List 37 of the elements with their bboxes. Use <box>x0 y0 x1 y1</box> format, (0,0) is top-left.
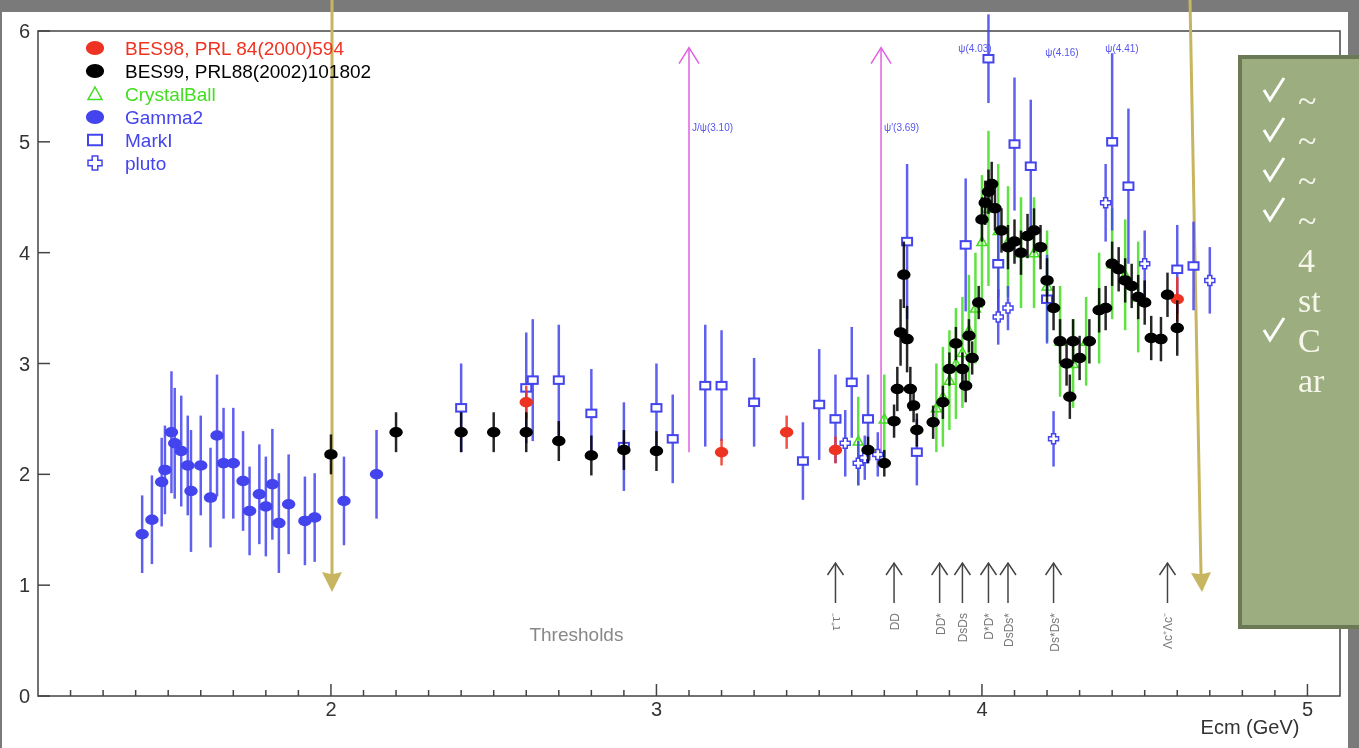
ref-line-label: Λc⁺Λc⁻ <box>1161 613 1176 650</box>
ref-line-label: Ds*Ds* <box>1047 612 1062 652</box>
ref-line-label: τ⁺τ⁻ <box>829 613 844 631</box>
ref-line-label: J/ψ(3.10) <box>692 121 734 133</box>
annotation: ~ <box>1298 82 1317 119</box>
legend-label: pluto <box>125 153 167 174</box>
annotation: 4 <box>1298 242 1315 279</box>
x-axis-title: Ecm (GeV) <box>1200 716 1300 738</box>
ref-line-label: DsDs* <box>1001 612 1016 648</box>
x-tick-label: 4 <box>976 698 988 720</box>
ref-line-label: D*D* <box>982 612 997 640</box>
ref-line-label: DD* <box>933 612 948 636</box>
annotation: ~ <box>1298 162 1317 199</box>
y-tick-label: 4 <box>18 241 30 264</box>
y-tick-label: 2 <box>18 463 30 486</box>
annotation: ψ(4.16) <box>1045 47 1079 58</box>
annotation: ~ <box>1298 202 1317 239</box>
legend-label: MarkI <box>125 130 173 151</box>
annotation: ψ(4.41) <box>1105 43 1139 54</box>
x-tick-label: 3 <box>650 698 663 720</box>
ref-line-label: ψ'(3.69) <box>884 121 920 133</box>
annotation: Thresholds <box>529 623 624 645</box>
legend-label: CrystalBall <box>125 84 216 105</box>
ref-line-label: DsDs <box>956 613 971 643</box>
legend-label: Gamma2 <box>125 107 204 128</box>
y-tick-label: 5 <box>18 130 30 153</box>
ref-line-label: DD <box>888 612 903 631</box>
x-tick-label: 2 <box>325 698 337 720</box>
y-tick-label: 3 <box>18 352 30 375</box>
y-tick-label: 6 <box>18 20 30 42</box>
annotation: C <box>1298 322 1321 359</box>
x-tick-label: 5 <box>1301 698 1314 720</box>
annotation: ~ <box>1298 122 1317 159</box>
y-tick-label: 1 <box>18 574 30 597</box>
y-tick-label: 0 <box>18 685 30 707</box>
annotation: ar <box>1298 362 1326 399</box>
annotation: st <box>1298 282 1322 319</box>
